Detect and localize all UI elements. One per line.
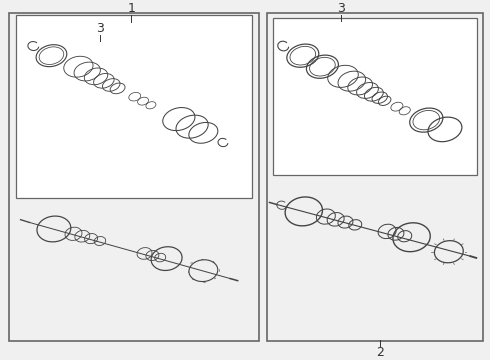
Bar [273,18,477,175]
Bar [16,15,252,198]
Text: 1: 1 [127,2,135,15]
Text: 3: 3 [337,2,344,15]
Bar [267,13,483,341]
Text: 2: 2 [376,346,384,360]
Text: 3: 3 [97,22,104,35]
Bar [9,13,259,341]
